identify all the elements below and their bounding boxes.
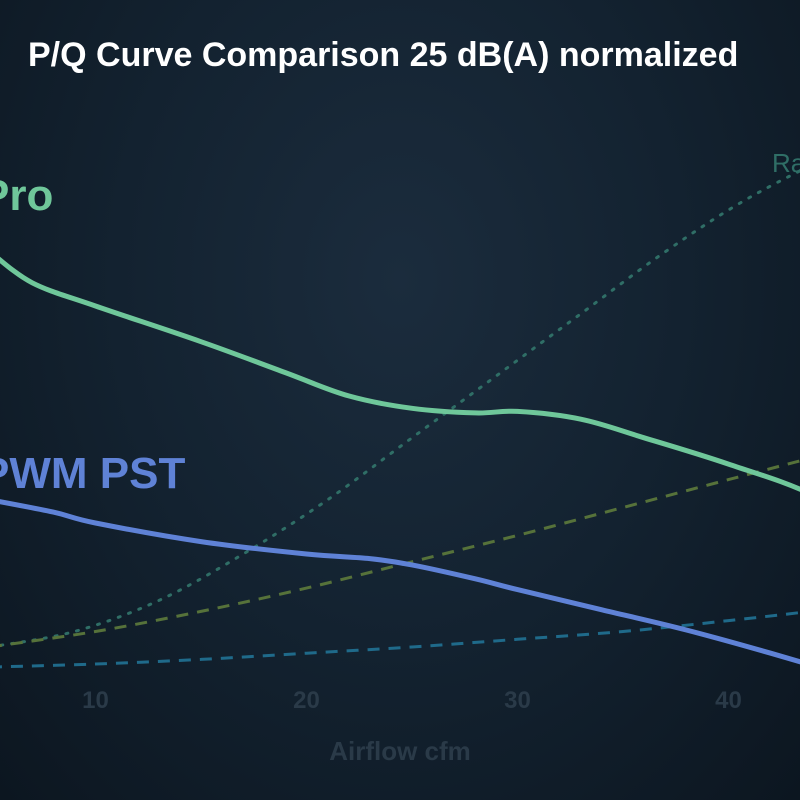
series-line-reference-3 — [0, 459, 800, 648]
series-line-reference-4 — [0, 611, 800, 669]
x-axis-label: Airflow cfm — [329, 736, 471, 766]
series-line-pro — [0, 256, 800, 492]
series-line-ra — [0, 169, 800, 647]
series-label-pwm-pst: PWM PST — [0, 449, 185, 498]
reference-lines — [0, 169, 800, 669]
x-tick-label-10: 10 — [82, 687, 109, 714]
x-tick-label-30: 30 — [504, 687, 531, 714]
x-tick-label-20: 20 — [293, 687, 320, 714]
series-lines — [0, 256, 800, 665]
series-label-pro: Pro — [0, 171, 53, 220]
series-label-ra: Ra — [772, 148, 800, 178]
chart-title: P/Q Curve Comparison 25 dB(A) normalized — [28, 36, 738, 74]
series-line-pwm-pst — [0, 499, 800, 665]
x-axis-ticks: 10 20 30 40 — [82, 687, 742, 714]
series-labels: Pro PWM PST Ra — [0, 148, 800, 498]
x-tick-label-40: 40 — [715, 687, 742, 714]
